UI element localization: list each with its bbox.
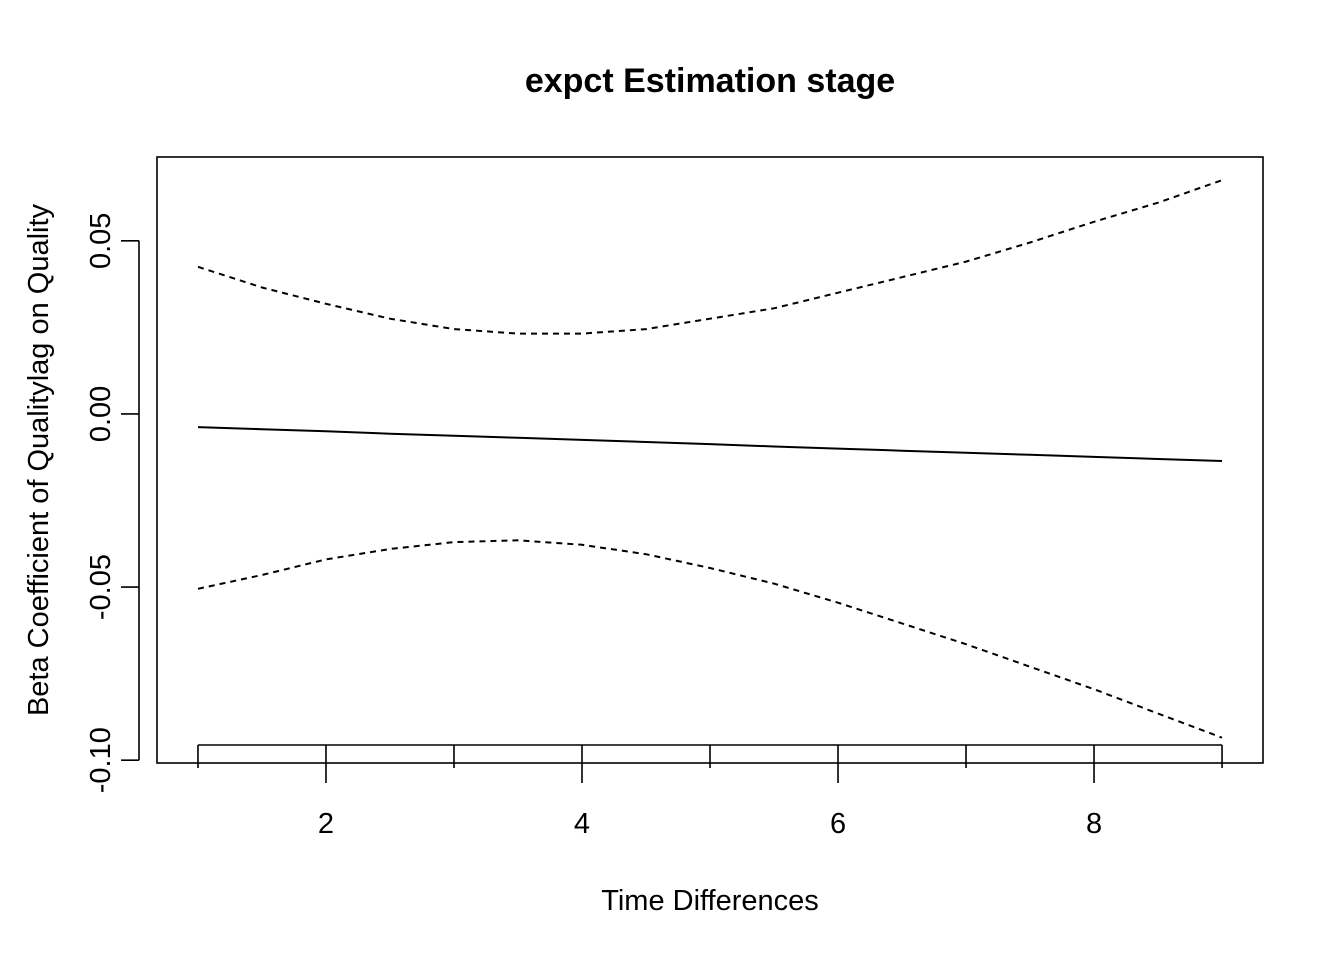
estimate-line (197, 426, 1223, 462)
y-axis: -0.10 -0.05 0.00 0.05 (85, 213, 140, 793)
x-axis-label: Time Differences (601, 885, 819, 917)
x-tick-label: 8 (1086, 808, 1102, 840)
x-tick-label: 4 (574, 808, 590, 840)
x-tick-label: 6 (830, 808, 846, 840)
y-tick-label: -0.05 (85, 554, 117, 620)
x-tick-label: 2 (318, 808, 334, 840)
y-tick-label: 0.00 (85, 386, 117, 442)
x-axis: 2 4 6 8 (197, 744, 1223, 840)
lower-bound-line (197, 539, 1223, 739)
series-layer (197, 179, 1223, 739)
y-tick-label: 0.05 (85, 213, 117, 269)
y-axis-label: Beta Coefficient of Qualitylag on Qualit… (23, 203, 55, 716)
chart-title: expct Estimation stage (525, 62, 895, 100)
y-tick-label: -0.10 (85, 727, 117, 793)
upper-bound-line (197, 179, 1223, 335)
